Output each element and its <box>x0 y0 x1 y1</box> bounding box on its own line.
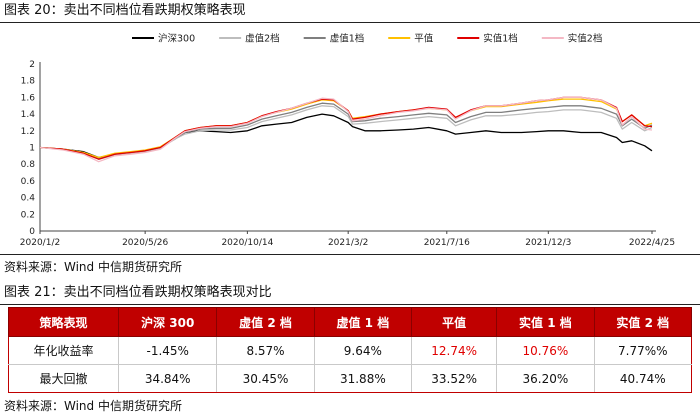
legend-item-3: 平值 <box>388 33 434 45</box>
legend-item-1: 虚值2档 <box>219 33 280 45</box>
legend-label: 虚值2档 <box>245 33 280 45</box>
y-tick-label: 1 <box>29 144 35 154</box>
title-rule <box>0 22 700 23</box>
table-cell-highlight: 12.74% <box>411 336 498 365</box>
table-cell: 36.20% <box>496 364 595 393</box>
chart-source: 资料来源：Wind 中信期货研究所 <box>4 260 182 274</box>
legend-item-2: 虚值1档 <box>303 33 365 45</box>
table-title: 图表 21：卖出不同档位看跌期权策略表现对比 <box>4 285 272 300</box>
legend-label: 沪深300 <box>158 33 195 45</box>
row-label: 最大回撤 <box>7 364 120 393</box>
legend-label: 实值1档 <box>483 33 518 45</box>
x-tick-label: 2020/10/14 <box>221 238 273 248</box>
y-tick-label: 0.8 <box>21 160 36 170</box>
chart-axes: 0 0.2 0.4 0.6 0.8 1 1.2 1.4 1.6 1.8 2 2020/1/2 2020/… <box>20 60 675 248</box>
table-row: 最大回撤 34.84% 30.45% 31.88% 33.52% 36.20% … <box>7 364 693 393</box>
y-tick-label: 1.8 <box>21 77 36 87</box>
table-header-row: 策略表现 沪深 300 虚值 2 档 虚值 1 档 平值 实值 1 档 实值 2… <box>7 307 693 337</box>
legend-item-0: 沪深300 <box>132 33 195 45</box>
table-cell-highlight: 10.76% <box>496 336 595 365</box>
table-cell: 8.57% <box>216 336 315 365</box>
y-tick-label: 0 <box>29 227 35 237</box>
x-tick-label: 2022/4/25 <box>629 238 675 248</box>
legend-label: 虚值1档 <box>330 33 365 45</box>
y-tick-label: 0.2 <box>21 210 35 220</box>
series-line-3 <box>39 98 653 159</box>
table-cell: 31.88% <box>313 364 413 393</box>
table-source: 资料来源：Wind 中信期货研究所 <box>4 399 182 413</box>
table-cell: 40.74% <box>593 364 693 393</box>
x-tick-label: 2021/3/2 <box>328 238 368 248</box>
table-row: 年化收益率 -1.45% 8.57% 9.64% 12.74% 10.76% 7… <box>7 336 693 365</box>
table-cell: 33.52% <box>411 364 498 393</box>
x-tick-label: 2021/7/16 <box>424 238 470 248</box>
y-tick-label: 1.4 <box>21 110 36 120</box>
y-tick-label: 0.4 <box>21 194 36 204</box>
row-label: 年化收益率 <box>7 336 120 365</box>
header-cell: 虚值 1 档 <box>313 307 413 337</box>
legend-label: 平值 <box>414 33 434 45</box>
table-cell: 9.64% <box>313 336 413 365</box>
header-cell: 平值 <box>411 307 498 337</box>
legend-item-4: 实值1档 <box>457 33 518 45</box>
line-chart: 沪深300 虚值2档 虚值1档 平值 实值1档 实值2档 0 0.2 0.4 0.6 0.8 1 1.… <box>20 33 675 249</box>
x-tick-label: 2020/1/2 <box>20 238 60 248</box>
x-tick-label: 2021/12/3 <box>525 238 571 248</box>
y-tick-label: 2 <box>29 60 35 70</box>
header-cell: 实值 2 档 <box>593 307 693 337</box>
y-tick-label: 1.6 <box>21 93 36 103</box>
y-tick-label: 0.6 <box>21 177 36 187</box>
header-cell: 策略表现 <box>7 307 120 337</box>
chart-bottom-rule <box>0 254 700 255</box>
header-cell: 虚值 2 档 <box>216 307 315 337</box>
series-line-1 <box>39 105 653 160</box>
y-tick-label: 1.2 <box>21 127 35 137</box>
series-line-5 <box>39 96 653 163</box>
table-cell: 34.84% <box>118 364 218 393</box>
header-cell: 沪深 300 <box>118 307 218 337</box>
table-cell: 7.77%% <box>593 336 693 365</box>
chart-series <box>39 96 653 163</box>
legend-label: 实值2档 <box>568 33 603 45</box>
legend-item-5: 实值2档 <box>541 33 603 45</box>
chart-legend: 沪深300 虚值2档 虚值1档 平值 实值1档 实值2档 <box>132 33 602 45</box>
figure-title: 图表 20：卖出不同档位看跌期权策略表现 <box>4 3 246 18</box>
table-cell: -1.45% <box>118 336 218 365</box>
x-tick-label: 2020/5/26 <box>122 238 168 248</box>
table-title-rule <box>0 304 700 305</box>
header-cell: 实值 1 档 <box>496 307 595 337</box>
table-cell: 30.45% <box>216 364 315 393</box>
comparison-table: 策略表现 沪深 300 虚值 2 档 虚值 1 档 平值 实值 1 档 实值 2… <box>7 307 693 393</box>
